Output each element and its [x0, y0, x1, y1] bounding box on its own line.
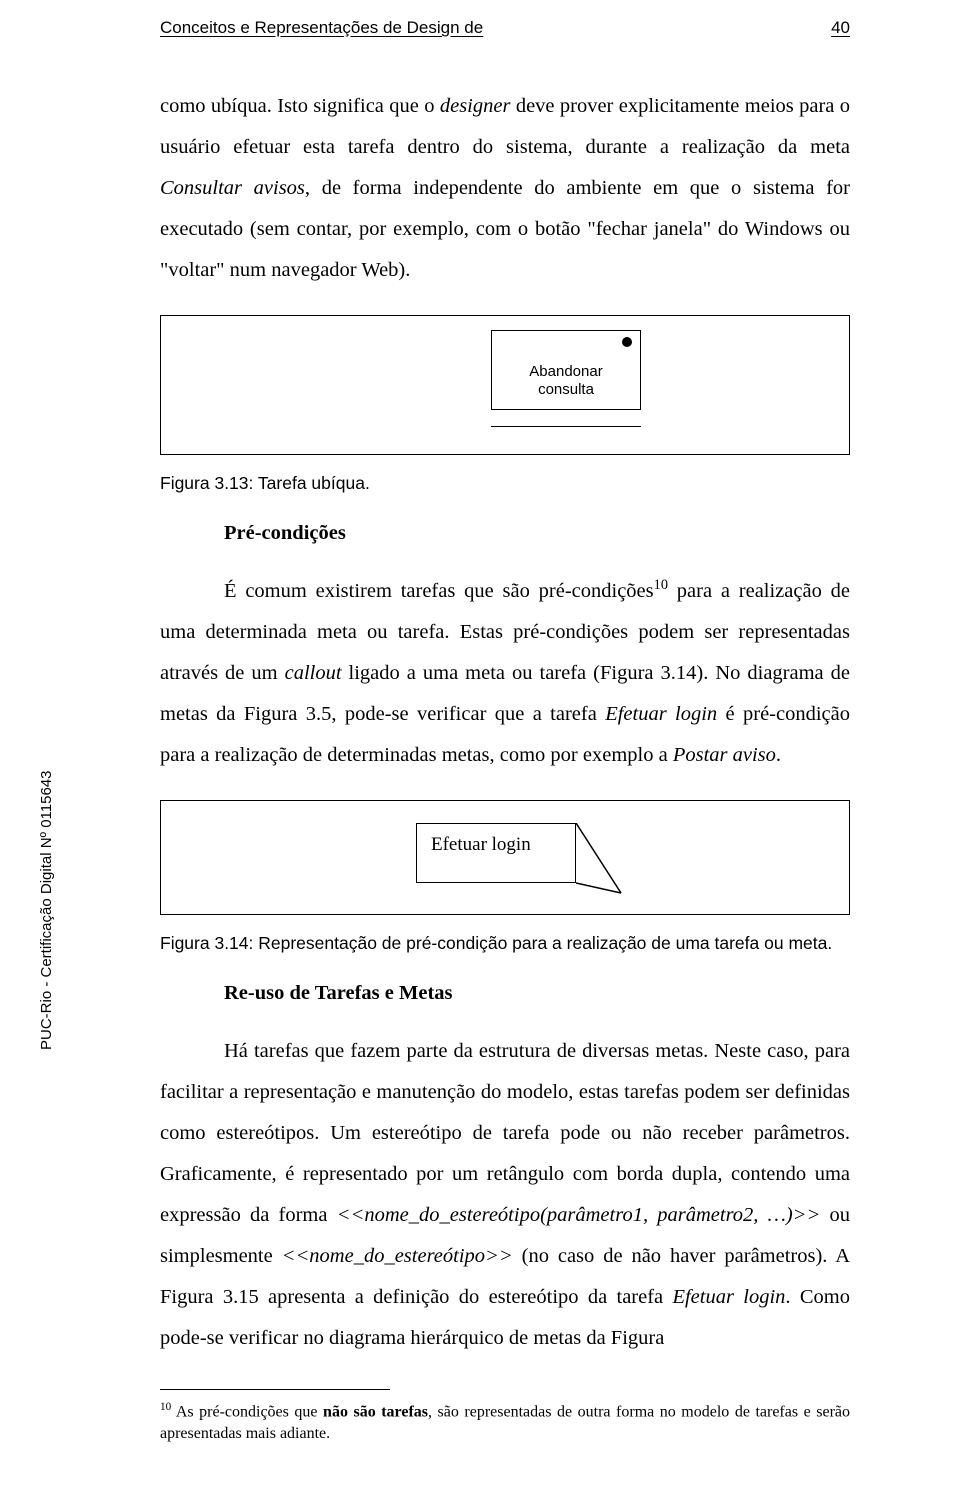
- ubiquitous-dot-icon: [622, 337, 632, 347]
- text-italic: <<nome_do_estereótipo>>: [282, 1245, 513, 1267]
- text-italic: callout: [285, 662, 342, 684]
- text-italic: Postar aviso: [673, 744, 776, 766]
- figure-3-13-underline: [491, 426, 641, 427]
- figure-3-14: Efetuar login: [160, 800, 850, 915]
- text: .: [776, 744, 781, 766]
- footnote-number: 10: [160, 1401, 171, 1413]
- certification-sidebar: PUC-Rio - Certificação Digital Nº 011564…: [38, 771, 55, 1050]
- page-content: Conceitos e Representações de Design de …: [0, 0, 960, 1445]
- figure-3-14-box: Efetuar login: [416, 823, 576, 883]
- paragraph-3: Há tarefas que fazem parte da estrutura …: [160, 1031, 850, 1359]
- text-bold: não são tarefas: [323, 1403, 428, 1420]
- box-text: Efetuar login: [431, 834, 531, 855]
- box-text-line1: Abandonar: [529, 363, 602, 380]
- page-number: 40: [831, 18, 850, 38]
- paragraph-2: É comum existirem tarefas que são pré-co…: [160, 571, 850, 776]
- box-text-line2: consulta: [538, 381, 594, 398]
- callout-connector-icon: [576, 823, 656, 913]
- footnote-rule: [160, 1389, 390, 1390]
- text-italic: Efetuar login: [605, 703, 717, 725]
- text-italic: designer: [440, 95, 511, 117]
- figure-3-14-caption: Figura 3.14: Representação de pré-condiç…: [160, 933, 850, 954]
- text: É comum existirem tarefas que são pré-co…: [224, 580, 654, 602]
- footnote-ref: 10: [654, 577, 668, 593]
- figure-3-13-box: Abandonar consulta: [491, 330, 641, 410]
- subheading-reuse: Re-uso de Tarefas e Metas: [224, 982, 850, 1005]
- footnote-10: 10 As pré-condições que não são tarefas,…: [160, 1400, 850, 1445]
- text: As pré-condições que: [171, 1403, 323, 1420]
- text: Há tarefas que fazem parte da estrutura …: [160, 1040, 850, 1226]
- subheading-preconditions: Pré-condições: [224, 522, 850, 545]
- page-header: Conceitos e Representações de Design de …: [160, 18, 850, 38]
- paragraph-1: como ubíqua. Isto significa que o design…: [160, 86, 850, 291]
- text-italic: Consultar avisos: [160, 177, 305, 199]
- text-italic: <<nome_do_estereótipo(parâmetro1, parâme…: [337, 1204, 821, 1226]
- figure-3-13-caption: Figura 3.13: Tarefa ubíqua.: [160, 473, 850, 494]
- text-italic: Efetuar login: [672, 1286, 785, 1308]
- figure-3-13: Abandonar consulta: [160, 315, 850, 455]
- text: como ubíqua. Isto significa que o: [160, 95, 440, 117]
- header-title: Conceitos e Representações de Design de: [160, 18, 483, 38]
